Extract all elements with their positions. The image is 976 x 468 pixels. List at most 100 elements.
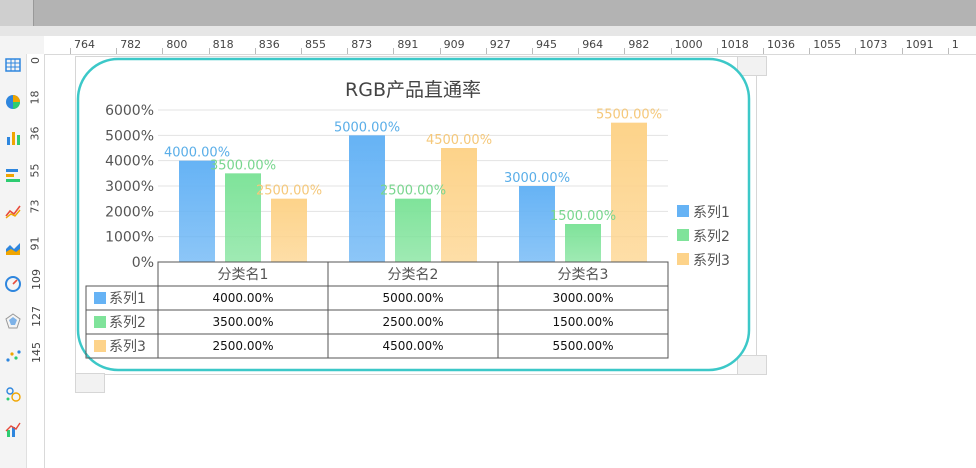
- bar: [349, 135, 385, 262]
- ruler-h-label: 1073: [859, 38, 888, 51]
- bar: [271, 198, 307, 262]
- radar-chart-icon[interactable]: [4, 312, 22, 330]
- data-labels: 4000.00%3500.00% 2500.00% 5000.00% 2500.00%…: [164, 108, 662, 224]
- table-series-swatch: [94, 340, 106, 352]
- table-series-swatch: [94, 292, 106, 304]
- data-label: 3000.00%: [504, 171, 570, 186]
- ruler-h-tick: [624, 48, 626, 54]
- y-tick-label: 3000%: [105, 179, 154, 195]
- table-cell: 3000.00%: [552, 291, 613, 305]
- ruler-h-label: 764: [74, 38, 95, 51]
- bubble-icon[interactable]: [4, 385, 22, 403]
- ruler-h-tick: [70, 48, 71, 54]
- table-series-name: 系列2: [109, 315, 146, 331]
- ruler-h-tick: [670, 48, 672, 54]
- ruler-h-label: 818: [212, 38, 234, 51]
- table-series-name: 系列3: [109, 339, 146, 355]
- legend: 系列1 系列2 系列3: [677, 205, 730, 269]
- ruler-h-label: 891: [397, 38, 419, 51]
- resize-handle-top-right[interactable]: [737, 56, 767, 76]
- ruler-h-label: 1055: [813, 38, 842, 51]
- table-cell: 5000.00%: [382, 291, 443, 305]
- data-label: 3500.00%: [210, 158, 276, 173]
- table-cell: 4000.00%: [212, 291, 273, 305]
- data-table: 分类名1 分类名2 分类名3 系列1 4000.00% 5000.00% 3000.00% 系…: [85, 261, 669, 359]
- table-series-name: 系列1: [109, 291, 146, 307]
- bar-chart-icon[interactable]: [4, 129, 22, 147]
- ruler-h-tick: [485, 48, 487, 54]
- ruler-h-label: 1018: [720, 38, 749, 51]
- ruler-h-tick: [208, 48, 210, 54]
- ruler-h-tick: [763, 48, 764, 54]
- table-cell: 3500.00%: [212, 315, 273, 329]
- y-tick-label: 1000%: [105, 230, 154, 246]
- combo-chart-icon[interactable]: [4, 421, 22, 439]
- table-header-cell: 分类名3: [558, 267, 609, 283]
- top-bar-left-block: [0, 0, 34, 26]
- bar: [441, 148, 477, 262]
- bar: [565, 224, 601, 262]
- y-tick-label: 5000%: [105, 128, 154, 144]
- resize-handle-bottom-right[interactable]: [737, 355, 767, 375]
- line-chart-icon[interactable]: [4, 202, 22, 220]
- y-tick-label: 6000%: [105, 103, 154, 119]
- horizontal-bar-icon[interactable]: [4, 166, 22, 184]
- ruler-corner: [0, 36, 44, 54]
- bar: [179, 160, 215, 262]
- table-header-frame: [157, 261, 669, 287]
- ruler-h-tick: [855, 48, 857, 54]
- bars: [179, 122, 647, 263]
- legend-swatch: [677, 253, 689, 265]
- ruler-h-tick: [532, 48, 533, 54]
- y-tick-label: 0%: [132, 255, 154, 271]
- ruler-h-tick: [393, 48, 395, 54]
- legend-label: 系列3: [693, 253, 730, 269]
- ruler-h-label: 782: [120, 38, 142, 51]
- gauge-icon[interactable]: [4, 275, 22, 293]
- pie-chart-icon[interactable]: [4, 93, 22, 111]
- ruler-h-label: 855: [305, 38, 326, 51]
- ruler-h-label: 945: [536, 38, 557, 51]
- ruler-h-tick: [254, 48, 256, 54]
- vertical-ruler: 0 18 36 55 73 91 109 127 145: [26, 54, 45, 468]
- chart-title: RGB产品直通率: [345, 79, 481, 101]
- ruler-h-tick: [578, 48, 580, 54]
- table-series-swatch: [94, 316, 106, 328]
- scatter-icon[interactable]: [4, 348, 22, 366]
- ruler-h-tick: [162, 48, 164, 54]
- legend-label: 系列1: [693, 205, 730, 221]
- ruler-h-tick: [439, 48, 441, 54]
- table-cell: 5500.00%: [552, 339, 613, 353]
- ruler-h-label: 1091: [905, 38, 934, 51]
- horizontal-ruler: 764 782 800 818 836 855 873 891 909 927 945 964 982 1…: [44, 36, 976, 55]
- ruler-h-label: 873: [351, 38, 373, 51]
- ruler-h-label: 1036: [767, 38, 795, 51]
- table-header-cell: 分类名2: [388, 267, 439, 283]
- table-cell: 1500.00%: [552, 315, 613, 329]
- resize-handle-bottom-left[interactable]: [75, 373, 105, 393]
- data-label: 2500.00%: [380, 184, 446, 199]
- editor-gap: [0, 26, 976, 36]
- ruler-h-label: 1: [951, 38, 959, 51]
- y-tick-label: 4000%: [105, 154, 154, 170]
- chart-type-toolbar: [0, 54, 27, 468]
- ruler-h-label: 1000: [674, 38, 703, 51]
- area-chart-icon[interactable]: [4, 239, 22, 257]
- table-cell: 2500.00%: [382, 315, 443, 329]
- ruler-h-label: 909: [443, 38, 465, 51]
- data-label: 1500.00%: [550, 209, 616, 224]
- legend-swatch: [677, 205, 689, 217]
- table-header-cell: 分类名1: [218, 267, 269, 283]
- legend-swatch: [677, 229, 689, 241]
- table-cell: 4500.00%: [382, 339, 443, 353]
- y-axis: 0% 1000% 2000% 3000% 4000% 5000% 6000%: [105, 103, 154, 271]
- ruler-h-label: 836: [258, 38, 280, 51]
- data-label: 2500.00%: [256, 184, 322, 199]
- ruler-h-tick: [301, 48, 302, 54]
- ruler-h-tick: [347, 48, 349, 54]
- table-icon[interactable]: [4, 56, 22, 74]
- bar: [611, 122, 647, 263]
- ruler-h-label: 927: [489, 38, 511, 51]
- ruler-h-tick: [947, 48, 949, 54]
